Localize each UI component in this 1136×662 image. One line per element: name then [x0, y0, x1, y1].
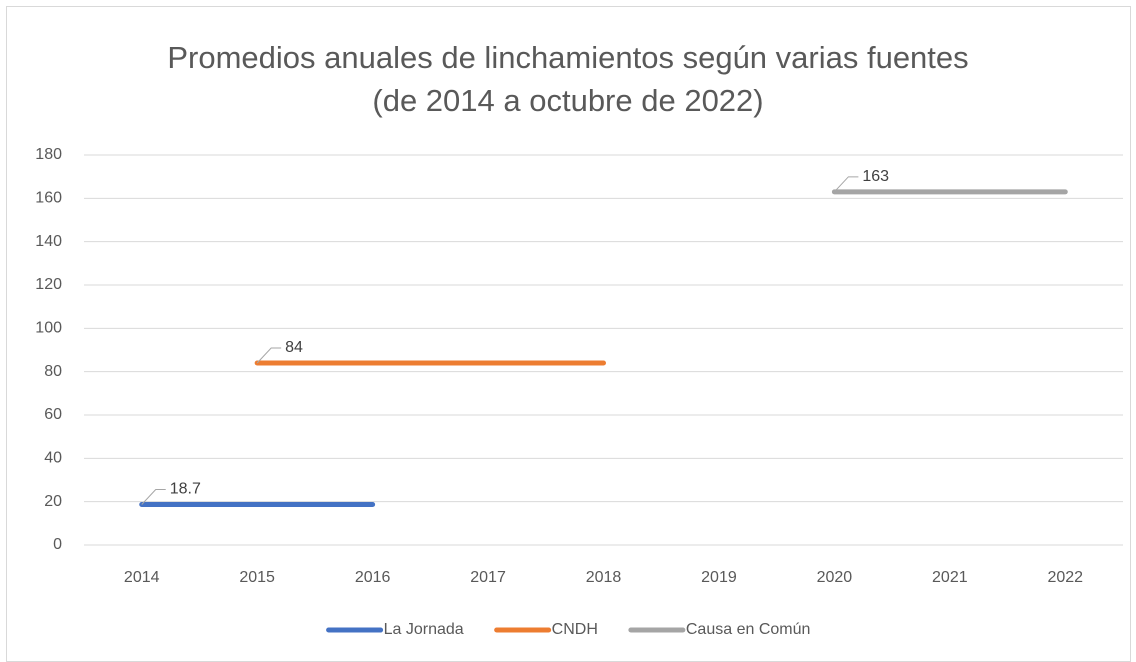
x-tick-label: 2017	[470, 569, 506, 586]
chart-frame	[6, 6, 1131, 662]
data-label: 18.7	[170, 481, 201, 498]
x-tick-label: 2021	[932, 569, 968, 586]
x-tick-label: 2022	[1047, 569, 1083, 586]
x-tick-label: 2020	[817, 569, 853, 586]
y-tick-label: 180	[35, 146, 62, 163]
y-tick-label: 80	[44, 363, 62, 380]
y-tick-label: 0	[53, 536, 62, 553]
legend-label: La Jornada	[384, 621, 464, 638]
data-label: 84	[285, 339, 303, 356]
y-tick-label: 60	[44, 406, 62, 423]
y-tick-label: 100	[35, 320, 62, 337]
x-tick-label: 2018	[586, 569, 622, 586]
y-tick-label: 120	[35, 276, 62, 293]
x-tick-label: 2014	[124, 569, 160, 586]
chart-subtitle: (de 2014 a octubre de 2022)	[372, 83, 763, 118]
chart-title: Promedios anuales de linchamientos según…	[167, 40, 968, 75]
legend-label: Causa en Común	[686, 621, 811, 638]
y-tick-label: 40	[44, 450, 62, 467]
leader-line	[834, 176, 859, 193]
legend-label: CNDH	[552, 621, 598, 638]
leader-line	[141, 488, 166, 505]
x-tick-label: 2015	[239, 569, 275, 586]
y-tick-label: 140	[35, 233, 62, 250]
leader-line	[256, 347, 282, 364]
y-tick-label: 20	[44, 493, 62, 510]
data-label: 163	[862, 168, 889, 185]
x-tick-label: 2016	[355, 569, 391, 586]
y-tick-label: 160	[35, 190, 62, 207]
x-tick-label: 2019	[701, 569, 737, 586]
